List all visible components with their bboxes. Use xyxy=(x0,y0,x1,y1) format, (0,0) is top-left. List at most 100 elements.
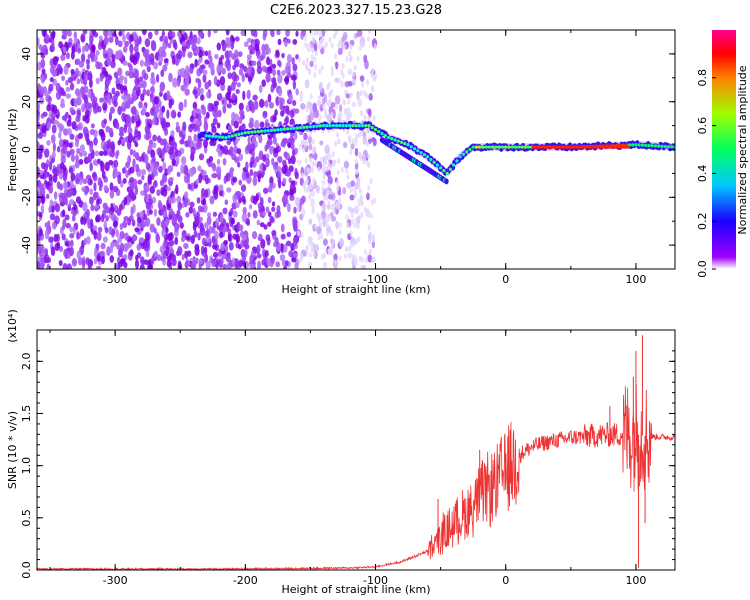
heatmap-cell xyxy=(168,135,174,142)
heatmap-cell xyxy=(76,78,81,85)
heatmap-cell xyxy=(259,196,264,204)
heatmap-cell xyxy=(89,196,94,205)
heatmap-cell xyxy=(225,255,232,263)
heatmap-cell xyxy=(101,170,106,179)
heatmap-cell xyxy=(117,105,123,116)
heatmap-cell xyxy=(127,218,132,226)
heatmap-cell xyxy=(293,206,297,214)
heatmap-cell xyxy=(90,123,95,129)
heatmap-cell xyxy=(296,205,300,212)
heatmap-cell xyxy=(230,40,235,50)
y-tick-label: 2.0 xyxy=(20,353,33,371)
heatmap-cell xyxy=(175,125,181,133)
heatmap-cell xyxy=(106,57,112,66)
heatmap-cell xyxy=(213,185,219,192)
heatmap-cell xyxy=(370,199,374,206)
heatmap-cell xyxy=(143,73,149,81)
heatmap-cell xyxy=(162,210,167,219)
heatmap-cell xyxy=(69,179,74,189)
heatmap-cell xyxy=(254,44,260,52)
heatmap-cell xyxy=(220,242,226,252)
heatmap-cell xyxy=(341,124,345,128)
heatmap-cell xyxy=(139,263,145,269)
heatmap-cell xyxy=(80,33,86,43)
heatmap-cell xyxy=(286,72,292,79)
heatmap-cell xyxy=(301,195,306,204)
heatmap-cell xyxy=(445,171,449,175)
heatmap-cell xyxy=(49,77,54,83)
heatmap-cell xyxy=(251,231,258,240)
heatmap-cell xyxy=(179,222,184,229)
heatmap-cell xyxy=(213,30,218,34)
heatmap-cell xyxy=(325,221,329,228)
heatmap-cell xyxy=(267,185,273,193)
heatmap-cell xyxy=(177,49,183,60)
heatmap-cell xyxy=(151,155,156,163)
heatmap-cell xyxy=(62,171,68,182)
heatmap-cell xyxy=(97,105,102,113)
heatmap-cell xyxy=(188,67,194,75)
heatmap-cell xyxy=(366,160,370,167)
heatmap-cell xyxy=(276,30,281,36)
heatmap-cell xyxy=(284,66,289,75)
heatmap-cell xyxy=(161,117,167,127)
heatmap-cell xyxy=(91,44,96,53)
heatmap-cell xyxy=(108,111,113,122)
heatmap-cell xyxy=(212,211,218,217)
bottom-x-axis-label: Height of straight line (km) xyxy=(281,583,430,596)
heatmap-cell xyxy=(204,81,210,90)
heatmap-cell xyxy=(416,149,420,153)
heatmap-cell xyxy=(322,238,328,246)
heatmap-cell xyxy=(74,88,81,96)
heatmap-cell xyxy=(342,186,347,195)
heatmap-cell xyxy=(65,93,71,99)
heatmap-cell xyxy=(403,141,407,146)
top-y-ticks: -40 -20 0 20 40 xyxy=(20,29,675,270)
heatmap-cell xyxy=(212,251,219,258)
heatmap-cell xyxy=(277,176,281,184)
heatmap-cell xyxy=(132,149,137,158)
heatmap-cell xyxy=(249,254,254,265)
heatmap-cell xyxy=(199,222,204,233)
heatmap-cell xyxy=(65,86,71,92)
heatmap-cell xyxy=(73,37,79,44)
heatmap-cell xyxy=(91,172,97,179)
heatmap-cell xyxy=(334,77,339,83)
heatmap-cell xyxy=(230,217,236,225)
heatmap-cell xyxy=(637,143,641,147)
heatmap-cell xyxy=(294,171,299,180)
heatmap-cell xyxy=(271,229,277,237)
heatmap-cell xyxy=(39,97,45,105)
heatmap-cell xyxy=(89,35,94,44)
heatmap-cell xyxy=(211,134,215,138)
heatmap-cell xyxy=(49,66,54,74)
heatmap-cell xyxy=(117,139,121,146)
heatmap-cell xyxy=(312,148,316,155)
heatmap-cell xyxy=(337,138,341,145)
heatmap-cell xyxy=(106,47,113,57)
heatmap-cell xyxy=(193,117,198,125)
heatmap-cell xyxy=(174,57,179,66)
heatmap-cell xyxy=(368,231,372,238)
heatmap-cell xyxy=(110,202,114,211)
heatmap-cell xyxy=(297,221,301,228)
heatmap-cell xyxy=(166,109,170,119)
heatmap-cell xyxy=(666,145,671,149)
heatmap-cell xyxy=(291,57,296,65)
heatmap-cell xyxy=(293,108,300,114)
heatmap-cell xyxy=(359,130,363,137)
heatmap-cell xyxy=(248,204,253,210)
heatmap-cell xyxy=(168,72,173,83)
heatmap-cell xyxy=(295,54,299,60)
heatmap-cell xyxy=(207,161,213,168)
heatmap-cell xyxy=(150,58,155,66)
heatmap-cell xyxy=(229,146,234,157)
heatmap-cell xyxy=(117,174,122,185)
heatmap-cell xyxy=(43,253,50,264)
heatmap-cell xyxy=(311,47,315,54)
heatmap-cell xyxy=(273,241,277,248)
heatmap-cell xyxy=(181,44,187,53)
heatmap-cell xyxy=(166,259,172,268)
heatmap-cell xyxy=(272,136,277,145)
heatmap-cell xyxy=(246,89,251,100)
